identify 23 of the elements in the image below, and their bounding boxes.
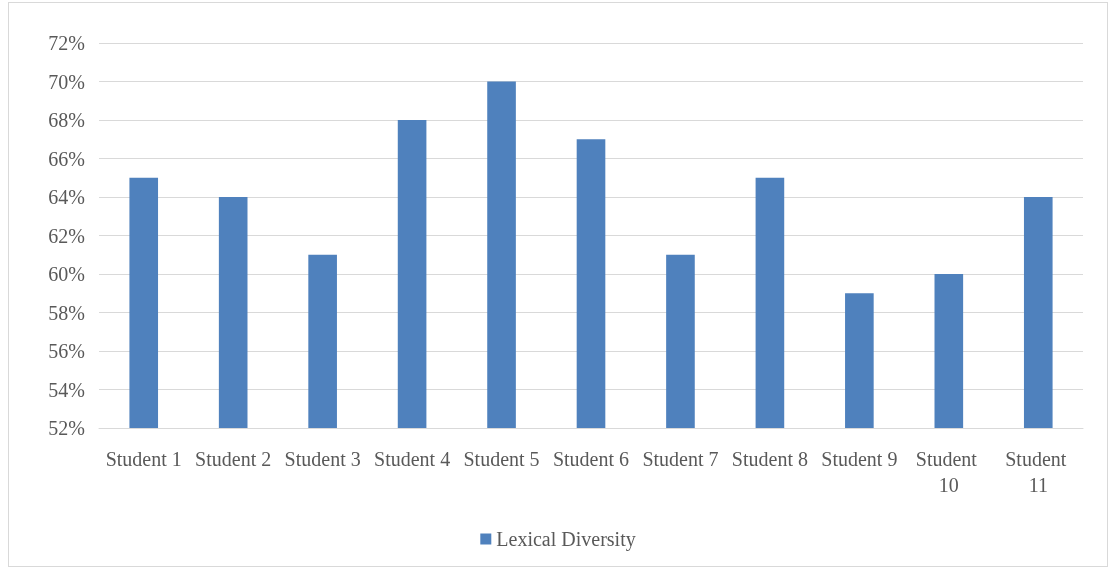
y-tick-label: 64%	[48, 186, 85, 208]
x-tick-label: Student 2	[195, 448, 272, 470]
y-tick-label: 62%	[48, 224, 85, 247]
y-tick-label: 66%	[48, 147, 85, 170]
y-tick-label: 60%	[48, 263, 85, 285]
x-tick-label: Student 8	[731, 448, 808, 470]
x-tick-label: Student 9	[821, 448, 898, 470]
x-tick-label: Student 6	[552, 448, 630, 470]
y-tick-label: 68%	[48, 109, 85, 131]
x-tick-label: Student 7	[642, 448, 719, 470]
x-tick-label: Student 11	[1005, 448, 1072, 496]
x-tick-label: Student 10	[915, 448, 982, 496]
y-tick-label: 52%	[48, 417, 85, 439]
x-tick-label: Student 3	[284, 448, 361, 470]
x-tick-label: Student 1	[105, 448, 182, 470]
y-tick-label: 72%	[48, 32, 85, 54]
y-tick-label: 58%	[48, 301, 85, 324]
y-tick-label: 70%	[48, 70, 85, 93]
x-tick-label: Student 4	[374, 448, 451, 470]
x-tick-label: Student 5	[463, 448, 540, 470]
y-tick-label: 56%	[48, 340, 85, 362]
y-tick-label: 54%	[48, 378, 85, 401]
legend-label: Lexical Diversity	[496, 528, 636, 551]
